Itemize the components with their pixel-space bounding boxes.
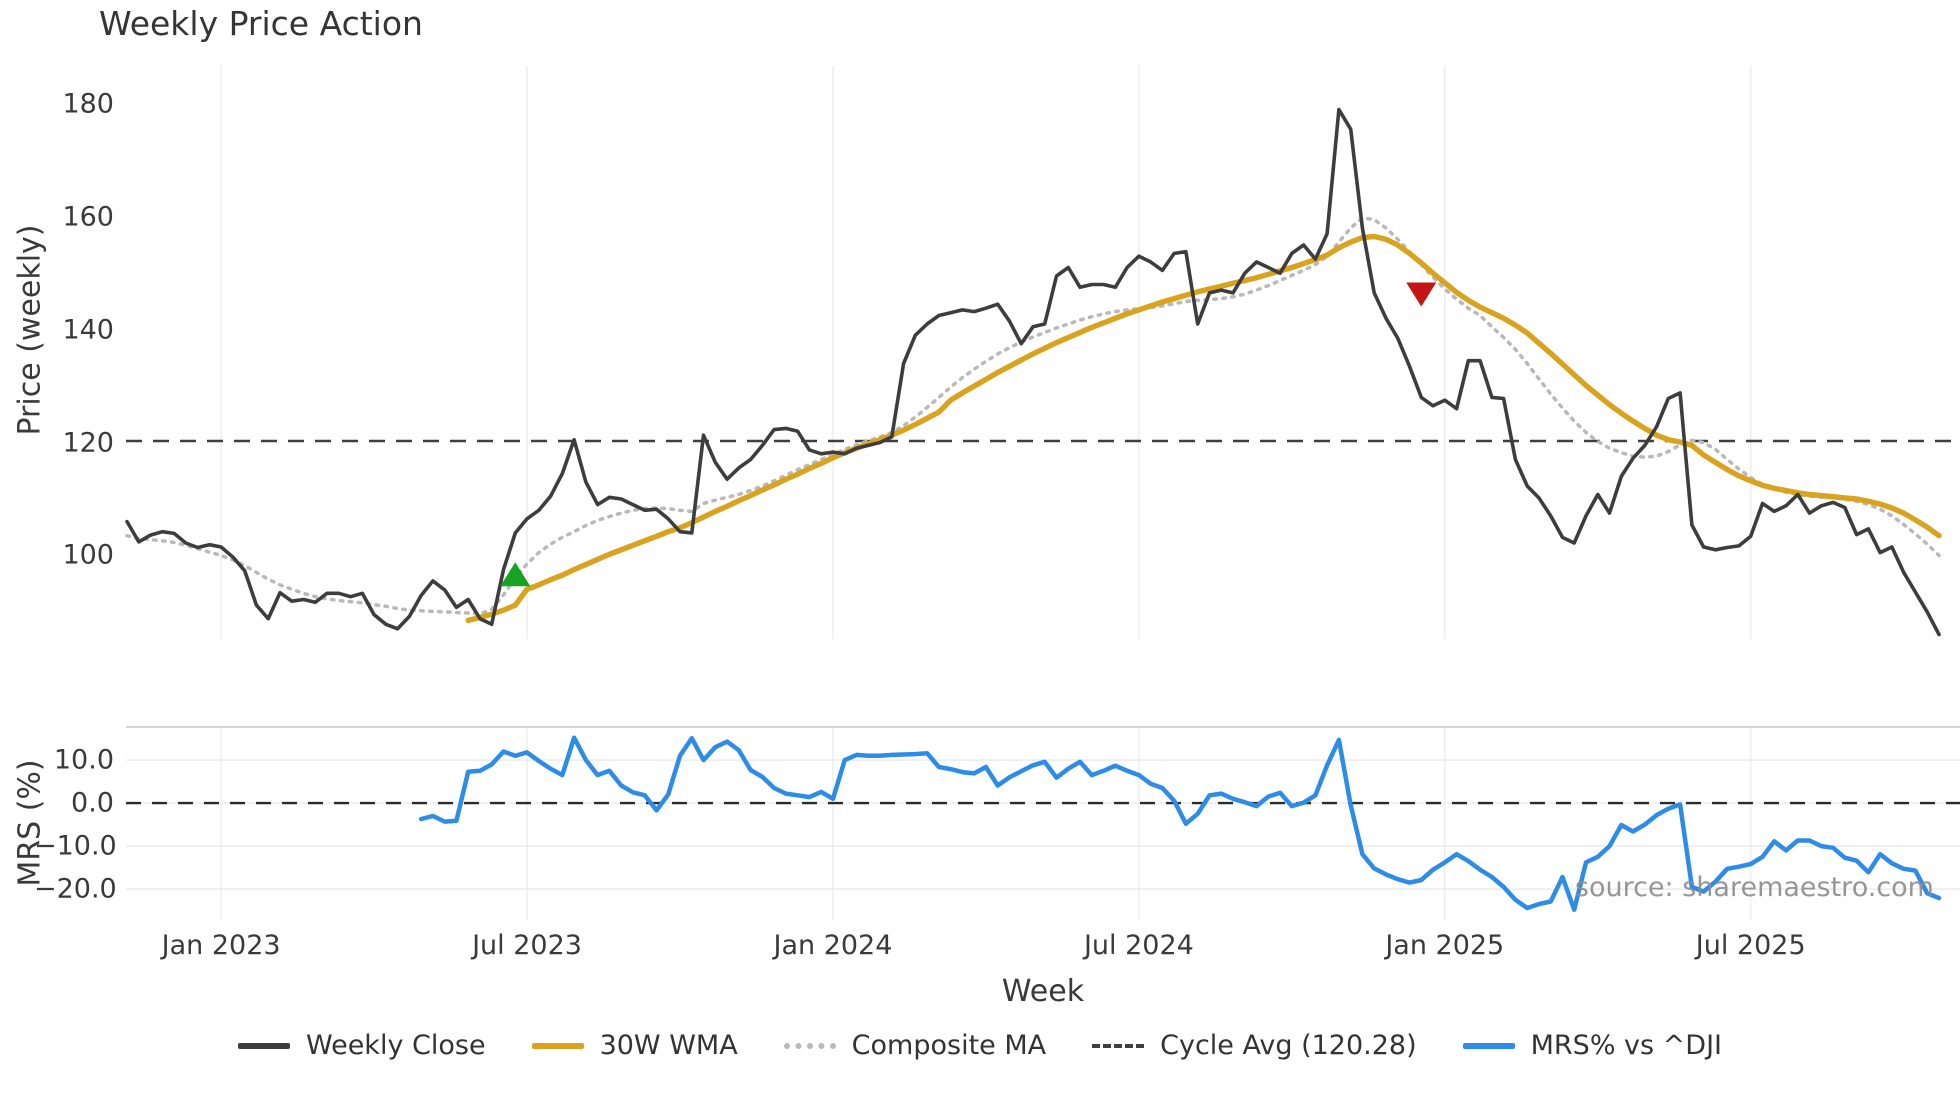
x-tick-label: Jan 2023	[161, 930, 281, 961]
price-y-tick-label: 140	[62, 314, 114, 346]
source-watermark: source: sharemaestro.com	[1574, 872, 1934, 903]
legend-label: Weekly Close	[305, 1030, 486, 1061]
x-tick-label: Jul 2024	[1083, 930, 1194, 961]
price-y-tick-label: 160	[62, 201, 114, 233]
legend-label: 30W WMA	[599, 1030, 738, 1061]
x-tick-label: Jul 2023	[472, 930, 582, 961]
x-axis-label: Week	[1001, 974, 1085, 1009]
mrs-line	[418, 735, 1942, 912]
legend-swatch-solid	[1462, 1042, 1515, 1049]
legend: Weekly Close 30W WMA Composite MA Cycle Avg…	[0, 1030, 1960, 1061]
buy-signal-marker	[500, 562, 531, 587]
legend-label: Cycle Avg (120.28)	[1160, 1030, 1417, 1061]
x-tick-label: Jan 2024	[773, 930, 893, 961]
mrs-y-tick-label: −20.0	[34, 873, 117, 905]
mrs-y-tick-label: 0.0	[71, 787, 114, 819]
legend-label: Composite MA	[851, 1030, 1047, 1061]
weekly-close-line	[125, 107, 1941, 637]
price-y-tick-label: 180	[62, 88, 114, 120]
legend-swatch-solid	[531, 1042, 584, 1049]
mrs-axis-label: MRS (%)	[12, 759, 48, 887]
price-y-tick-label: 100	[62, 539, 114, 571]
legend-item: Weekly Close	[237, 1030, 486, 1061]
x-tick-label: Jan 2025	[1385, 930, 1505, 961]
legend-swatch-solid	[237, 1042, 290, 1049]
legend-item: 30W WMA	[531, 1030, 738, 1061]
legend-item: MRS% vs ^DJI	[1462, 1030, 1723, 1061]
legend-swatch-dotted	[783, 1042, 836, 1049]
composite-ma-line	[125, 216, 1941, 616]
legend-item: Cycle Avg (120.28)	[1092, 1030, 1417, 1061]
mrs-y-tick-label: 10.0	[53, 744, 114, 776]
sell-signal-marker	[1406, 282, 1437, 307]
chart-title: Weekly Price Action	[99, 4, 423, 43]
30w-wma-line	[465, 233, 1942, 624]
x-tick-label: Jul 2025	[1695, 930, 1806, 961]
legend-item: Composite MA	[783, 1030, 1047, 1061]
legend-swatch-dashed	[1092, 1043, 1145, 1048]
price-y-tick-label: 120	[62, 427, 114, 459]
mrs-y-tick-label: −10.0	[34, 830, 117, 862]
legend-label: MRS% vs ^DJI	[1530, 1030, 1723, 1061]
